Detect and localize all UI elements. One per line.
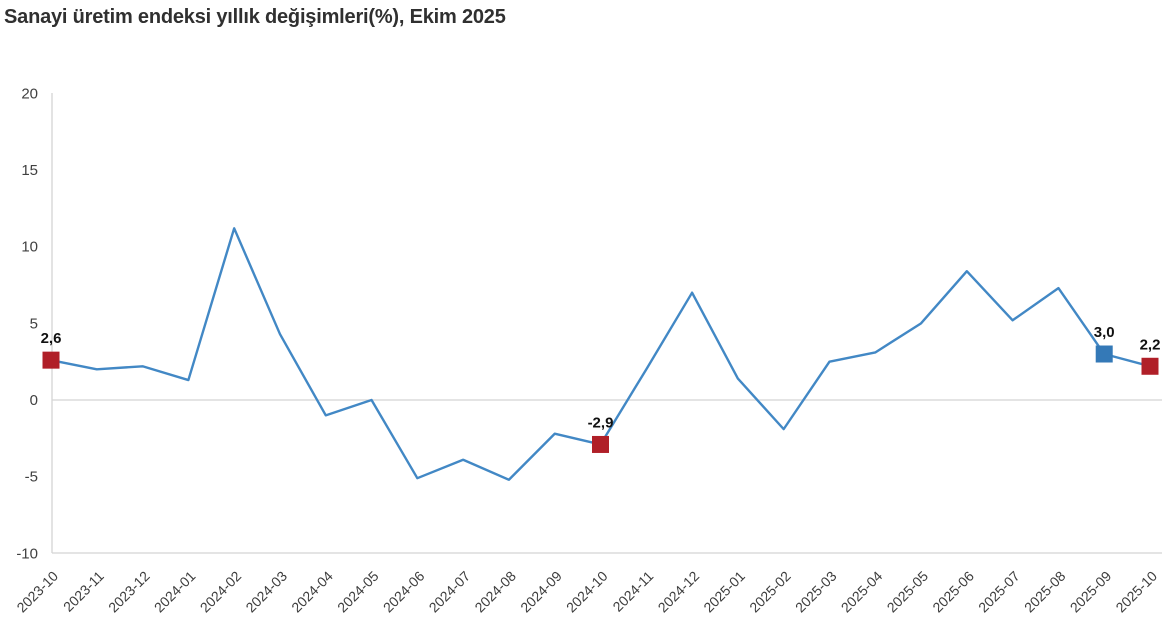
y-axis-label: -10 [16, 545, 38, 562]
x-axis-label: 2024-09 [517, 568, 565, 616]
x-axis-label: 2023-10 [13, 568, 61, 616]
y-axis-label: -5 [25, 469, 38, 486]
y-axis-label: 20 [21, 85, 38, 102]
x-axis-label: 2024-06 [380, 568, 428, 616]
data-point-marker [42, 351, 60, 369]
y-axis-label: 15 [21, 162, 38, 179]
x-axis-label: 2025-09 [1067, 568, 1115, 616]
x-axis-label: 2024-02 [197, 568, 245, 616]
data-point-marker [1141, 357, 1159, 375]
x-axis-label: 2024-01 [151, 568, 199, 616]
x-axis-label: 2025-01 [700, 568, 748, 616]
x-axis-label: 2025-04 [838, 568, 886, 616]
y-axis-label: 5 [30, 315, 38, 332]
x-axis-label: 2024-05 [334, 568, 382, 616]
x-axis-label: 2024-03 [242, 568, 290, 616]
x-axis-label: 2025-05 [884, 568, 932, 616]
data-point-label: 2,6 [41, 330, 62, 347]
x-axis-label: 2023-12 [105, 568, 153, 616]
x-axis-label: 2024-07 [426, 568, 474, 616]
y-axis-label: 0 [30, 392, 38, 409]
data-point-marker [592, 435, 609, 453]
x-axis-label: 2024-11 [610, 568, 657, 615]
x-axis-label: 2025-10 [1112, 568, 1160, 616]
x-axis-label: 2025-07 [975, 568, 1023, 616]
data-point-label: -2,9 [588, 414, 614, 431]
x-axis-label: 2025-03 [792, 568, 840, 616]
x-axis-label: 2025-02 [746, 568, 794, 616]
x-axis-label: 2023-11 [60, 568, 107, 615]
y-axis-label: 10 [21, 239, 38, 256]
x-axis-label: 2024-08 [471, 568, 519, 616]
data-point-label: 3,0 [1094, 324, 1115, 341]
x-axis-label: 2025-08 [1021, 568, 1069, 616]
chart-title: Sanayi üretim endeksi yıllık değişimleri… [4, 6, 506, 28]
data-point-label: 2,2 [1140, 336, 1161, 353]
x-axis-label: 2025-06 [929, 568, 977, 616]
data-point-marker [1095, 345, 1113, 363]
x-axis-label: 2024-12 [655, 568, 703, 616]
x-axis-label: 2024-04 [288, 568, 336, 616]
x-axis-label: 2024-10 [563, 568, 611, 616]
